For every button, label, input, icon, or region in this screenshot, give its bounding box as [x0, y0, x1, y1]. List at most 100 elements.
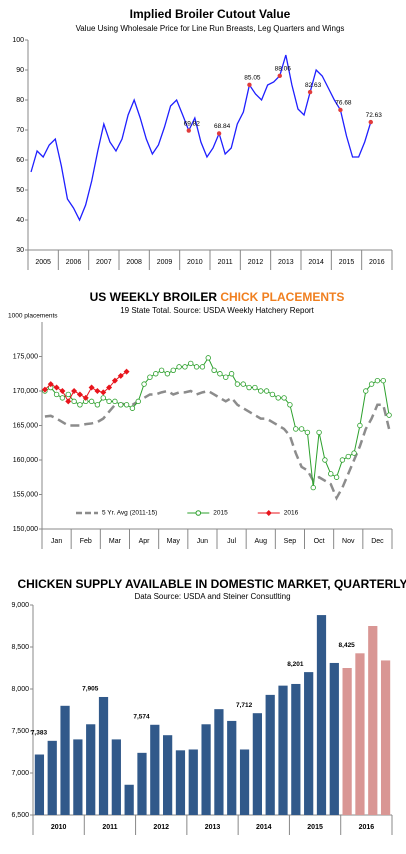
x-tick-label: 2005	[35, 259, 51, 266]
point-marker	[117, 372, 124, 379]
series-line	[44, 356, 390, 488]
point-marker	[53, 384, 60, 391]
x-tick-label: 2009	[157, 259, 173, 266]
point-marker	[281, 395, 287, 401]
point-marker	[153, 371, 159, 377]
chart-title: US WEEKLY BROILER CHICK PLACEMENTS	[90, 290, 345, 304]
point-marker	[211, 367, 217, 373]
bar	[316, 615, 327, 815]
x-tick-label: 2013	[205, 824, 221, 831]
x-tick-label: Dec	[371, 538, 384, 545]
data-label: 82.63	[305, 82, 322, 89]
bar	[227, 720, 237, 815]
point-marker	[94, 402, 101, 408]
y-tick-label: 8,000	[11, 686, 29, 693]
y-tick-label: 175,000	[13, 353, 38, 360]
x-tick-label: Oct	[314, 538, 325, 545]
point-marker	[363, 388, 369, 394]
point-marker	[263, 388, 270, 394]
bar	[188, 749, 198, 815]
point-marker	[333, 474, 340, 480]
point-marker	[88, 384, 95, 391]
point-marker	[123, 368, 130, 375]
y-tick-label: 80	[16, 97, 24, 104]
data-label: 7,905	[82, 686, 99, 693]
point-marker	[59, 388, 66, 394]
legend-marker	[195, 510, 202, 516]
y-tick-label: 155,000	[13, 491, 38, 498]
bar	[278, 685, 288, 815]
point-marker	[304, 429, 311, 436]
y-tick-label: 70	[16, 127, 24, 134]
data-label: 68.84	[214, 123, 231, 130]
point-marker	[240, 381, 246, 387]
x-tick-label: 2013	[278, 259, 294, 266]
data-label: 7,574	[133, 714, 150, 721]
point-marker	[71, 398, 77, 405]
point-marker	[368, 381, 375, 387]
point-marker	[205, 355, 211, 361]
bar	[137, 752, 147, 815]
chart-subtitle: Data Source: USDA and Steiner Consutltin…	[134, 592, 290, 601]
point-marker	[59, 395, 66, 401]
x-tick-label: Aug	[255, 538, 268, 545]
highlight-point	[216, 131, 222, 136]
y-tick-label: 90	[16, 67, 24, 74]
x-tick-label: 2014	[256, 824, 272, 831]
point-marker	[252, 384, 258, 391]
point-marker	[258, 388, 264, 394]
bar	[60, 705, 70, 815]
y-tick-label: 165,000	[13, 422, 38, 429]
title-text: US WEEKLY BROILER	[90, 290, 221, 304]
bar	[98, 696, 109, 815]
x-tick-label: 2015	[307, 824, 323, 831]
point-marker	[176, 364, 182, 370]
y-tick-label: 7,500	[11, 728, 29, 735]
point-marker	[339, 457, 346, 463]
y-tick-label: 30	[16, 247, 24, 254]
point-marker	[77, 402, 83, 408]
bar	[47, 740, 57, 815]
x-tick-label: 2015	[339, 259, 355, 266]
bar	[342, 668, 352, 815]
bar	[265, 694, 275, 815]
point-marker	[234, 381, 241, 387]
point-marker	[47, 381, 54, 388]
x-tick-label: Jun	[197, 538, 208, 545]
chart-subtitle: 19 State Total. Source: USDA Weekly Hatc…	[120, 306, 314, 315]
point-marker	[94, 388, 101, 394]
highlight-point	[368, 119, 373, 125]
bar	[304, 672, 314, 815]
highlight-point	[277, 73, 282, 79]
bar	[214, 709, 224, 815]
point-marker	[310, 484, 316, 491]
series-line	[44, 389, 391, 501]
highlight-point	[338, 107, 343, 113]
point-marker	[246, 384, 252, 391]
point-marker	[65, 398, 72, 405]
point-marker	[199, 364, 206, 370]
highlight-point	[307, 89, 313, 95]
bar	[86, 724, 96, 815]
y-tick-label: 6,500	[11, 812, 29, 819]
point-marker	[106, 398, 112, 405]
data-label: 76.68	[335, 100, 352, 107]
point-marker	[82, 394, 89, 401]
point-marker	[112, 398, 118, 405]
x-tick-label: 2014	[308, 259, 324, 266]
y-tick-label: 170,000	[13, 388, 38, 395]
point-marker	[293, 426, 299, 432]
bar	[368, 626, 378, 815]
title-text: CHICKEN SUPPLY AVAILABLE IN DOMESTIC MAR…	[17, 577, 406, 591]
data-label: 69.82	[184, 120, 201, 127]
legend-label: 2015	[213, 510, 228, 517]
point-marker	[106, 384, 113, 391]
bar	[163, 735, 173, 815]
bar	[124, 784, 134, 815]
y-tick-label: 9,000	[11, 602, 29, 609]
y-tick-label: 150,000	[13, 526, 38, 533]
bar	[291, 683, 301, 815]
title-highlight: CHICK PLACEMENTS	[220, 290, 344, 304]
